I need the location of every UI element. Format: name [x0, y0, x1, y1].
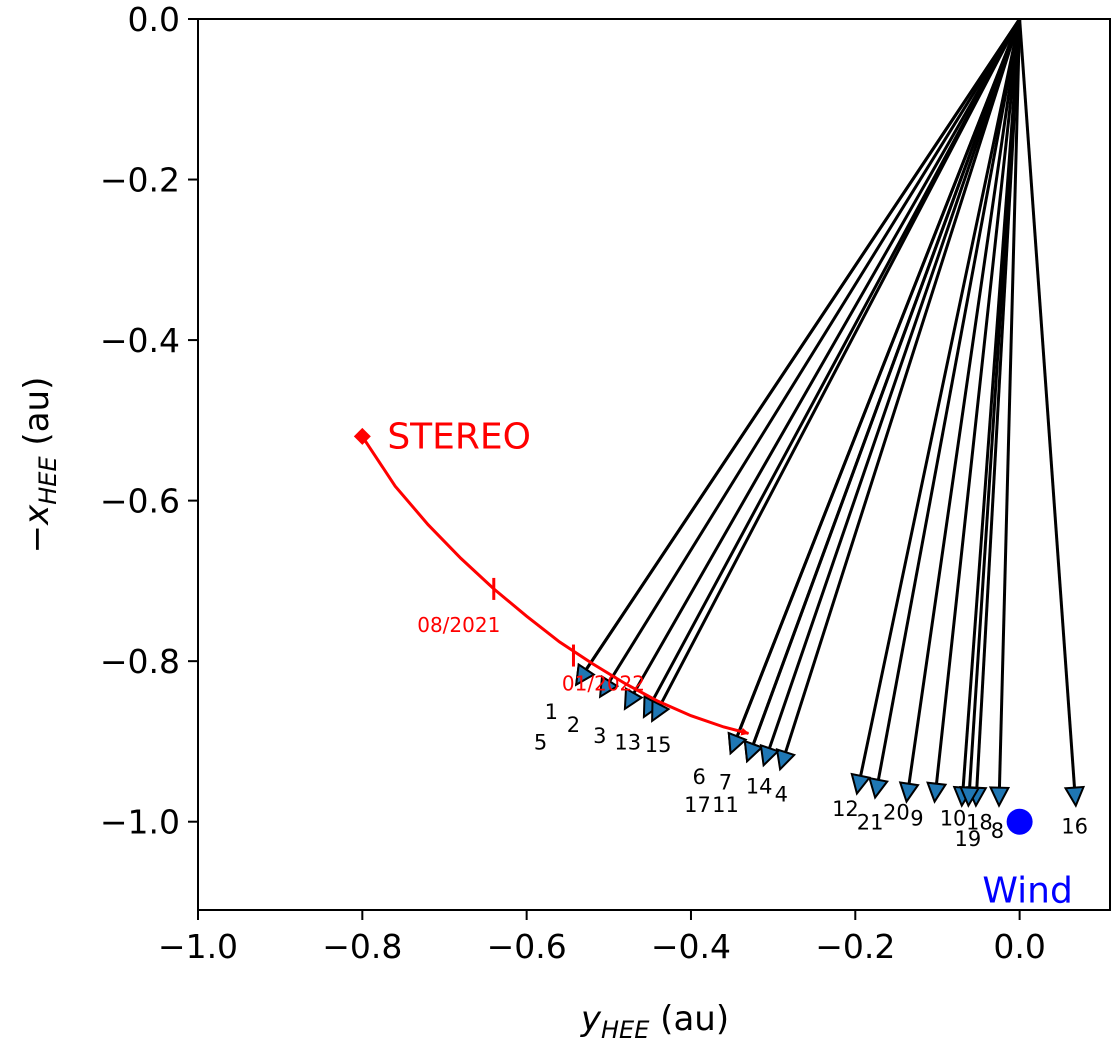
event-label-2: 2 [567, 713, 580, 737]
event-label-19: 19 [954, 827, 981, 851]
event-arrow-14 [763, 18, 1022, 762]
event-label-9: 9 [910, 807, 923, 831]
event-marker-14 [759, 743, 780, 768]
x-tick-label: −1.0 [158, 927, 238, 966]
event-label-13: 13 [614, 730, 641, 754]
wind-marker [1006, 808, 1033, 835]
event-label-1: 1 [545, 700, 558, 724]
y-tick-label: −0.8 [100, 642, 180, 681]
event-arrow-2 [600, 18, 1021, 695]
stereo-date-label: 01/2022 [562, 672, 645, 696]
y-tick-label: −0.6 [100, 482, 180, 521]
y-tick-label: −0.2 [100, 161, 180, 200]
wind-marker-group: Wind [982, 808, 1073, 912]
event-marker-4 [775, 747, 797, 772]
event-arrow-11 [747, 18, 1022, 759]
event-label-15: 15 [645, 733, 672, 757]
wind-label: Wind [982, 871, 1072, 912]
event-marker-8 [988, 786, 1011, 808]
x-tick-label: −0.8 [322, 927, 402, 966]
x-tick-label: −0.6 [487, 927, 567, 966]
event-label-6: 6 [693, 765, 706, 789]
event-arrow-9 [905, 18, 1022, 798]
event-label-18: 18 [966, 811, 993, 835]
event-arrow-19 [967, 18, 1022, 802]
event-markers [574, 662, 1086, 808]
x-tick-label: 0.0 [993, 927, 1045, 966]
event-marker-11 [743, 739, 764, 764]
event-marker-5 [574, 662, 596, 687]
event-marker-19 [959, 786, 981, 808]
plot-frame [197, 18, 1111, 911]
event-arrow-3 [625, 18, 1021, 707]
x-axis-ticks: −1.0 −0.8 −0.6 −0.4 −0.2 0.0 [158, 910, 1046, 966]
event-arrow-20 [933, 18, 1022, 798]
event-arrow-5 [577, 18, 1021, 683]
x-tick-label: −0.4 [651, 927, 731, 966]
y-tick-label: −1.0 [100, 803, 180, 842]
event-marker-16 [1063, 785, 1086, 808]
event-arrow-15 [652, 18, 1021, 719]
event-arrows [577, 18, 1077, 802]
x-tick-label: −0.2 [815, 927, 895, 966]
event-marker-17 [727, 731, 748, 756]
event-label-17: 17 [684, 793, 711, 817]
event-label-10: 10 [940, 807, 967, 831]
event-label-12: 12 [832, 797, 859, 821]
stereo-date-label: 08/2021 [417, 613, 500, 637]
y-axis-ticks: 0.0 −0.2 −0.4 −0.6 −0.8 −1.0 [100, 0, 198, 842]
x-axis-title: yHEE (au) [580, 999, 729, 1044]
event-label-4: 4 [775, 783, 788, 807]
event-marker-12 [850, 772, 872, 796]
event-arrow-8 [997, 18, 1022, 802]
event-arrow-17 [730, 18, 1022, 751]
event-label-5: 5 [534, 730, 547, 754]
event-arrow-13 [644, 18, 1021, 715]
event-label-20: 20 [883, 800, 910, 824]
stereo-trajectory: STEREO 08/2021 01/2022 [353, 416, 750, 736]
stereo-start-marker [353, 427, 371, 445]
event-marker-20 [926, 781, 948, 804]
y-tick-label: 0.0 [128, 0, 180, 39]
stereo-path [361, 435, 750, 736]
event-marker-9 [898, 781, 920, 804]
event-label-16: 16 [1061, 815, 1088, 839]
event-marker-3 [623, 687, 644, 711]
event-label-21: 21 [857, 811, 884, 835]
event-label-8: 8 [991, 819, 1004, 843]
event-label-14: 14 [746, 775, 773, 799]
event-marker-15 [651, 699, 671, 723]
event-marker-2 [598, 674, 620, 699]
y-tick-label: −0.4 [100, 321, 180, 360]
event-marker-21 [868, 776, 889, 800]
event-arrow-21 [874, 18, 1022, 794]
event-label-11: 11 [712, 793, 739, 817]
event-arrow-4 [779, 18, 1022, 766]
event-arrow-16 [1018, 18, 1077, 802]
y-axis-title: −xHEE (au) [17, 377, 62, 554]
event-arrow-12 [856, 18, 1022, 790]
event-label-7: 7 [719, 771, 732, 795]
stereo-label: STEREO [387, 416, 531, 457]
event-label-3: 3 [593, 724, 606, 748]
